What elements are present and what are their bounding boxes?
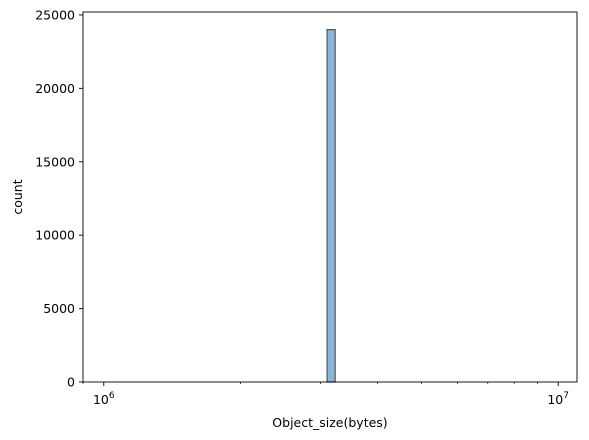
y-tick-label: 10000 [35,228,75,243]
y-tick-label: 15000 [35,154,75,169]
x-tick-label: 106 [93,391,115,407]
x-axis-ticks: 106 107 [82,382,569,407]
y-axis-ticks: 0 5000 10000 15000 20000 25000 [35,7,83,390]
plot-frame [82,11,578,383]
x-axis-label: Object_size(bytes) [272,415,387,430]
bars-layer [326,29,336,383]
y-tick-label: 5000 [43,301,75,316]
y-axis-label: count [10,179,25,214]
y-tick-label: 25000 [35,7,75,22]
histogram-bar [326,29,336,383]
y-tick-label: 0 [67,375,75,390]
x-tick-label: 107 [547,391,569,407]
y-tick-label: 20000 [35,81,75,96]
